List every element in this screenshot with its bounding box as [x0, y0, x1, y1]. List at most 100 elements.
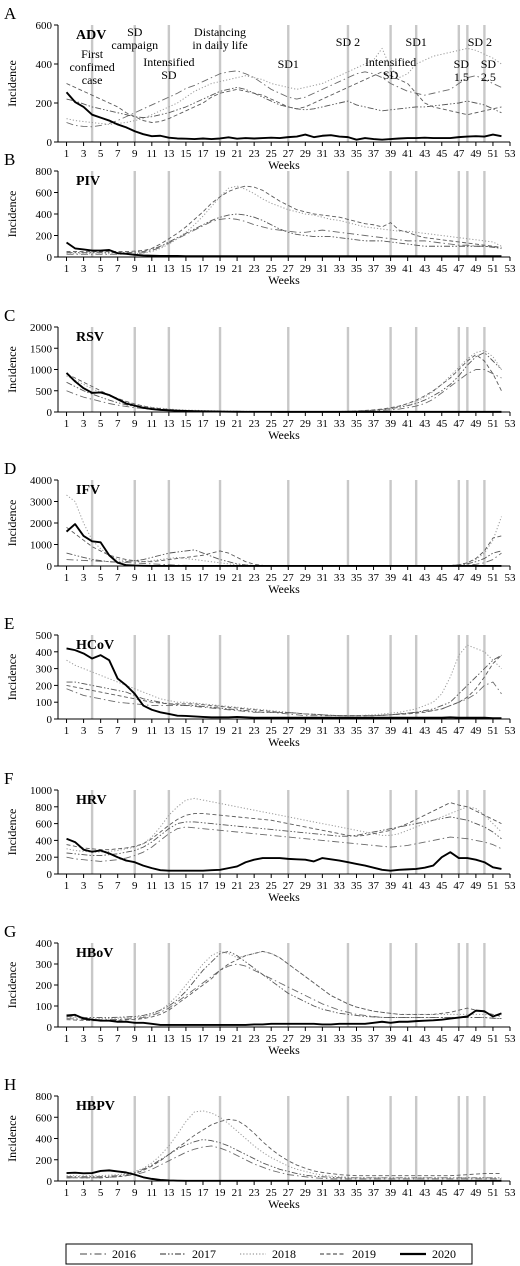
x-tick-label: 33	[334, 572, 346, 584]
x-tick-label: 17	[197, 572, 209, 584]
series-line-2017	[66, 1139, 502, 1179]
annotation-line: SD 2	[468, 35, 492, 49]
y-axis-title: Incidence	[5, 191, 19, 238]
y-tick-label: 400	[36, 59, 53, 71]
x-tick-label: 5	[98, 880, 104, 892]
x-tick-label: 49	[470, 725, 482, 737]
x-tick-label: 43	[419, 148, 431, 160]
x-tick-label: 3	[81, 572, 87, 584]
x-axis-title: Weeks	[268, 890, 300, 904]
x-tick-label: 29	[300, 1033, 312, 1045]
x-tick-label: 9	[132, 880, 138, 892]
panel-letter: E	[4, 614, 14, 633]
y-tick-label: 0	[47, 561, 53, 573]
y-axis-title: Incidence	[5, 60, 19, 107]
panel-letter: G	[4, 922, 16, 941]
x-tick-label: 17	[197, 880, 209, 892]
annotation-line: confimed	[69, 60, 114, 74]
y-tick-label: 800	[36, 166, 53, 178]
x-tick-label: 7	[115, 148, 121, 160]
y-tick-label: 0	[47, 1022, 53, 1034]
series-line-2019	[66, 185, 502, 253]
panel-letter: D	[4, 459, 16, 478]
x-tick-label: 15	[180, 148, 192, 160]
x-tick-label: 29	[300, 880, 312, 892]
x-tick-label: 19	[215, 725, 227, 737]
x-tick-label: 9	[132, 1187, 138, 1199]
annotation-line: campaign	[111, 38, 158, 52]
x-tick-label: 47	[453, 1187, 465, 1199]
series-line-2018	[66, 47, 502, 125]
x-tick-label: 17	[197, 1187, 209, 1199]
y-tick-label: 200	[36, 680, 53, 692]
x-tick-label: 35	[351, 148, 363, 160]
y-tick-label: 3000	[30, 497, 53, 509]
panel-letter: F	[4, 769, 13, 788]
y-axis-title: Incidence	[5, 500, 19, 547]
legend-label-2018: 2018	[272, 1247, 296, 1261]
x-tick-label: 7	[115, 418, 121, 430]
x-tick-label: 47	[453, 1033, 465, 1045]
x-tick-label: 27	[283, 418, 295, 430]
series-line-2019	[66, 526, 502, 567]
x-tick-label: 23	[249, 1033, 261, 1045]
x-tick-label: 25	[266, 1187, 278, 1199]
x-tick-label: 23	[249, 148, 261, 160]
y-tick-label: 0	[47, 137, 53, 149]
x-tick-label: 53	[505, 148, 517, 160]
x-tick-label: 25	[266, 1033, 278, 1045]
x-axis-title: Weeks	[268, 158, 300, 172]
y-tick-label: 600	[36, 20, 53, 32]
y-tick-label: 300	[36, 664, 53, 676]
annotation-week-34: SD 2	[336, 35, 360, 49]
x-tick-label: 21	[232, 263, 243, 275]
y-tick-label: 0	[47, 869, 53, 881]
x-tick-label: 39	[385, 1033, 397, 1045]
series-line-2020	[66, 1169, 502, 1182]
x-tick-label: 13	[163, 418, 175, 430]
x-tick-label: 51	[487, 572, 498, 584]
x-tick-label: 25	[266, 148, 278, 160]
x-tick-label: 49	[470, 572, 482, 584]
x-tick-label: 23	[249, 880, 261, 892]
x-tick-label: 35	[351, 1033, 363, 1045]
x-tick-label: 33	[334, 1187, 346, 1199]
y-tick-label: 300	[36, 959, 53, 971]
x-tick-label: 7	[115, 880, 121, 892]
x-tick-label: 43	[419, 263, 431, 275]
x-tick-label: 11	[147, 572, 158, 584]
x-tick-label: 41	[402, 725, 413, 737]
series-line-2019	[66, 950, 502, 1022]
x-tick-label: 31	[317, 1033, 328, 1045]
x-tick-label: 33	[334, 880, 346, 892]
series-line-2020	[65, 372, 502, 413]
x-tick-label: 17	[197, 148, 209, 160]
x-tick-label: 3	[81, 148, 87, 160]
y-tick-label: 200	[36, 231, 53, 243]
virus-label: HBoV	[76, 946, 113, 961]
annotation-week-50: SD2.5	[481, 57, 497, 84]
x-tick-label: 9	[132, 418, 138, 430]
x-tick-label: 47	[453, 263, 465, 275]
x-tick-label: 45	[436, 572, 448, 584]
x-tick-label: 7	[115, 1187, 121, 1199]
x-tick-label: 1	[64, 263, 70, 275]
x-tick-label: 41	[402, 1033, 413, 1045]
x-tick-label: 5	[98, 1033, 104, 1045]
x-tick-label: 31	[317, 725, 328, 737]
x-tick-label: 41	[402, 572, 413, 584]
x-tick-label: 39	[385, 418, 397, 430]
x-tick-label: 43	[419, 418, 431, 430]
x-tick-label: 49	[470, 148, 482, 160]
x-tick-label: 45	[436, 148, 448, 160]
x-tick-label: 31	[317, 263, 328, 275]
x-tick-label: 51	[487, 418, 498, 430]
x-tick-label: 29	[300, 418, 312, 430]
virus-label: HCoV	[76, 638, 114, 653]
legend-label-2017: 2017	[192, 1247, 216, 1261]
annotation-line: Intensified	[143, 55, 194, 69]
annotation-week-48: SD1.5	[454, 57, 470, 84]
x-axis-title: Weeks	[268, 1043, 300, 1057]
